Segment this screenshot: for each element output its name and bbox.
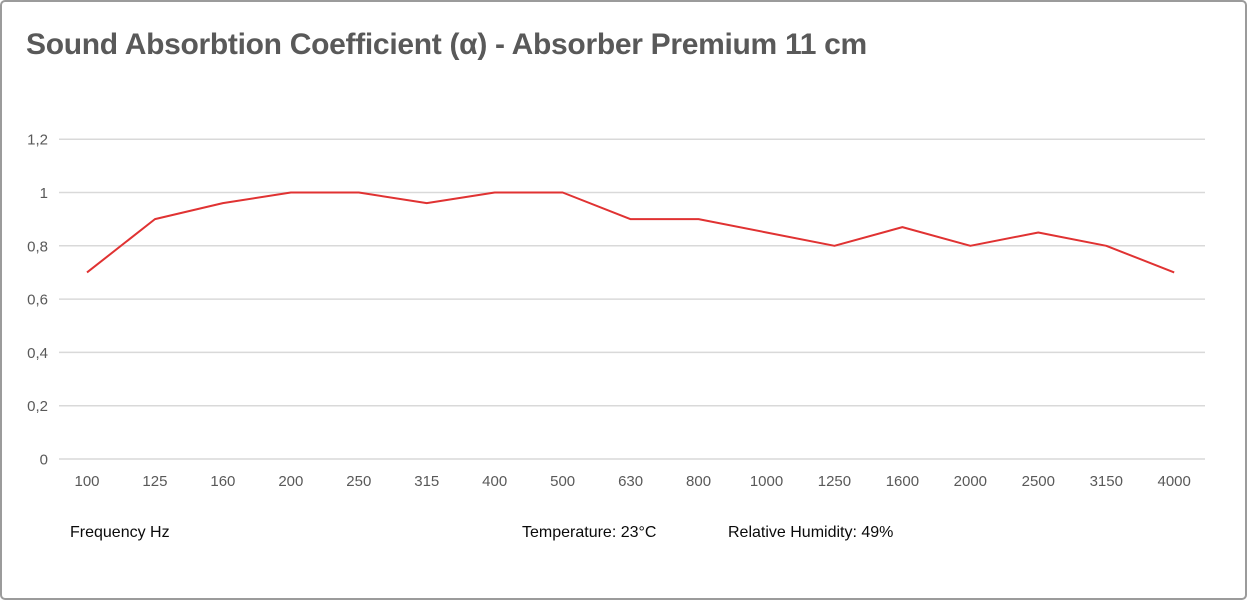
y-tick-label: 0 xyxy=(40,452,48,469)
x-tick-label: 4000 xyxy=(1158,473,1191,490)
x-tick-label: 2000 xyxy=(954,473,987,490)
x-tick-label: 3150 xyxy=(1090,473,1123,490)
x-tick-label: 630 xyxy=(618,473,643,490)
x-tick-label: 125 xyxy=(142,473,167,490)
x-tick-label: 1250 xyxy=(818,473,851,490)
chart-title: Sound Absorbtion Coefficient (α) - Absor… xyxy=(26,28,867,61)
x-tick-label: 2500 xyxy=(1022,473,1055,490)
x-axis-label: Frequency Hz xyxy=(70,524,170,541)
x-tick-label: 1600 xyxy=(886,473,919,490)
x-tick-label: 400 xyxy=(482,473,507,490)
x-tick-label: 100 xyxy=(74,473,99,490)
x-tick-label: 500 xyxy=(550,473,575,490)
x-tick-label: 1000 xyxy=(750,473,783,490)
y-tick-label: 1,2 xyxy=(27,132,48,149)
x-tick-label: 200 xyxy=(278,473,303,490)
x-tick-label: 250 xyxy=(346,473,371,490)
relative-humidity-note: Relative Humidity: 49% xyxy=(728,524,894,541)
y-tick-label: 0,6 xyxy=(27,292,48,309)
series-polyline xyxy=(86,191,1175,274)
y-tick-label: 0,8 xyxy=(27,238,48,255)
y-tick-label: 0,4 xyxy=(27,345,48,362)
x-tick-label: 160 xyxy=(210,473,235,490)
temperature-note: Temperature: 23°C xyxy=(522,524,657,541)
y-tick-label: 0,2 xyxy=(27,398,48,415)
y-tick-label: 1 xyxy=(40,185,48,202)
x-tick-label: 315 xyxy=(414,473,439,490)
x-tick-label: 800 xyxy=(686,473,711,490)
